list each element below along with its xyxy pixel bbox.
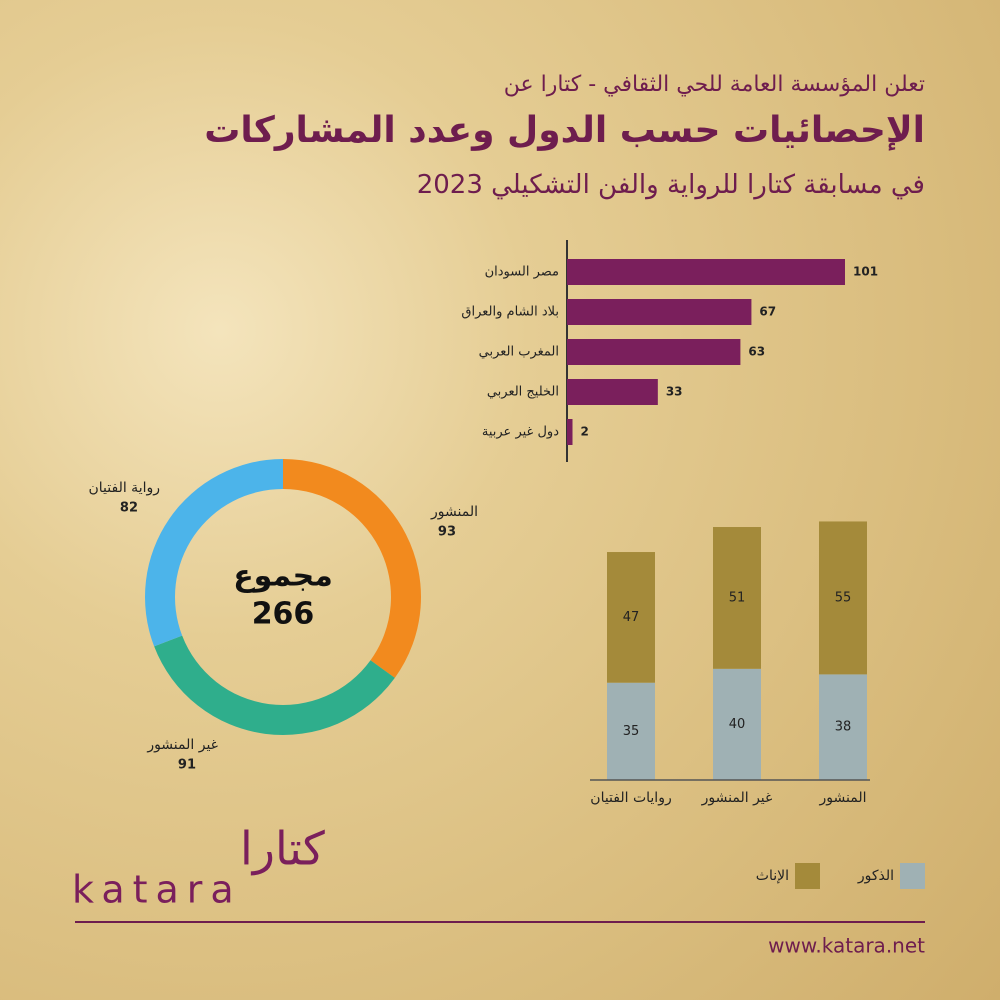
logo-en: katara	[72, 868, 242, 912]
legend-label: الإناث	[756, 868, 789, 884]
category-label: دول غير عربية	[482, 425, 559, 440]
segment-value: 38	[835, 720, 852, 735]
legend-label: الذكور	[857, 868, 894, 884]
bar	[567, 339, 741, 365]
segment-value: 47	[623, 610, 640, 625]
bar	[567, 299, 752, 325]
category-label: غير المنشور	[701, 790, 773, 806]
slice-label: المنشور	[430, 504, 478, 520]
legend-swatch	[900, 863, 925, 889]
category-label: مصر السودان	[485, 265, 559, 280]
segment-value: 40	[729, 717, 746, 732]
url: www.katara.net	[768, 934, 925, 958]
donut-slice	[154, 635, 395, 735]
bar	[567, 259, 845, 285]
legend-swatch	[795, 863, 820, 889]
stack-segment	[607, 682, 655, 780]
segment-value: 35	[623, 724, 640, 739]
category-label: المنشور	[819, 790, 867, 806]
donut-slice	[283, 459, 421, 678]
bar	[567, 379, 658, 405]
stack-segment	[713, 668, 761, 780]
category-label: المغرب العربي	[479, 345, 559, 360]
slice-label: غير المنشور	[146, 737, 218, 753]
slice-value: 82	[120, 501, 138, 516]
value-label: 33	[666, 385, 683, 399]
stack-segment	[819, 674, 867, 780]
segment-value: 55	[835, 590, 852, 605]
stack-segment	[713, 527, 761, 669]
segment-value: 51	[729, 590, 746, 605]
slice-value: 93	[438, 525, 456, 540]
category-label: روايات الفتيان	[590, 790, 671, 806]
title: الإحصائيات حسب الدول وعدد المشاركات	[204, 110, 925, 151]
center-label: مجموع	[233, 559, 333, 594]
stack-segment	[607, 552, 655, 683]
slice-value: 91	[178, 758, 196, 773]
slice-label: رواية الفتيان	[89, 480, 161, 496]
subtitle: في مسابقة كتارا للرواية والفن التشكيلي 2…	[416, 170, 925, 200]
stack-segment	[819, 521, 867, 675]
donut-slice	[145, 459, 283, 647]
value-label: 2	[581, 425, 589, 439]
bar	[567, 419, 573, 445]
value-label: 101	[853, 265, 878, 279]
intro: تعلن المؤسسة العامة للحي الثقافي - كتارا…	[503, 72, 925, 97]
value-label: 63	[748, 345, 765, 359]
category-label: بلاد الشام والعراق	[461, 305, 559, 320]
center-total: 266	[252, 597, 315, 632]
logo-ar: كتارا	[240, 822, 325, 876]
value-label: 67	[759, 305, 776, 319]
category-label: الخليج العربي	[487, 385, 559, 400]
